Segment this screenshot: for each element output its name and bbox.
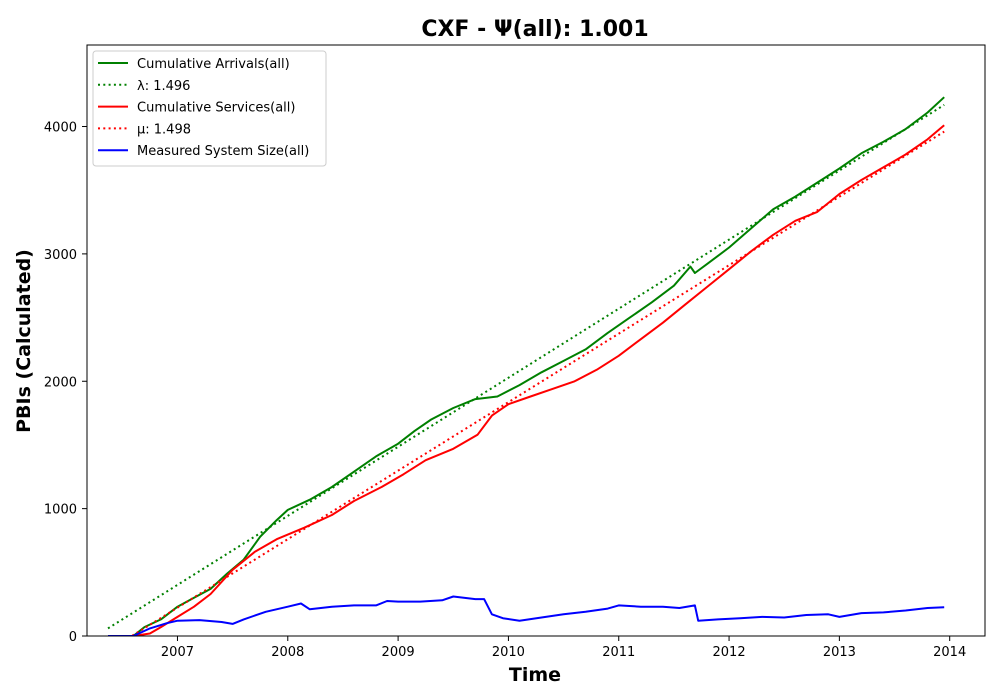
y-tick-label: 0	[69, 630, 77, 645]
y-tick-label: 1000	[44, 503, 77, 518]
x-tick-label: 2008	[271, 645, 304, 660]
x-tick-label: 2007	[161, 645, 194, 660]
series-line-2	[108, 124, 945, 636]
x-axis-label: Time	[509, 664, 561, 686]
chart-title: CXF - Ψ(all): 1.001	[421, 17, 648, 42]
x-tick-label: 2012	[713, 645, 746, 660]
legend: Cumulative Arrivals(all) λ: 1.496 Cumulati…	[92, 50, 327, 167]
series-line-0	[108, 96, 945, 636]
y-tick-label: 3000	[44, 248, 77, 263]
legend-label: Measured System Size(all)	[137, 144, 309, 159]
series-line-4	[108, 595, 945, 636]
x-tick-label: 2009	[382, 645, 415, 660]
y-tick-label: 2000	[44, 375, 77, 390]
legend-label: λ: 1.496	[137, 79, 190, 94]
x-tick-label: 2013	[823, 645, 856, 660]
legend-label: Cumulative Services(all)	[137, 101, 295, 116]
series-line-3	[129, 130, 945, 636]
x-tick-label: 2014	[933, 645, 966, 660]
y-tick-label: 4000	[44, 121, 77, 136]
y-axis-label: PBIs (Calculated)	[13, 249, 35, 433]
y-axis: 0 1000 2000 3000 4000	[44, 121, 87, 645]
legend-label: Cumulative Arrivals(all)	[137, 57, 290, 72]
x-tick-label: 2011	[602, 645, 635, 660]
x-tick-label: 2010	[492, 645, 525, 660]
plot-frame	[86, 44, 986, 637]
plot-area	[107, 96, 945, 636]
x-axis: 2007 2008 2009 2010 2011 2012 2013 2014	[161, 636, 966, 660]
legend-label: μ: 1.498	[137, 122, 191, 137]
series-line-1	[107, 104, 945, 630]
legend-frame	[92, 50, 327, 167]
